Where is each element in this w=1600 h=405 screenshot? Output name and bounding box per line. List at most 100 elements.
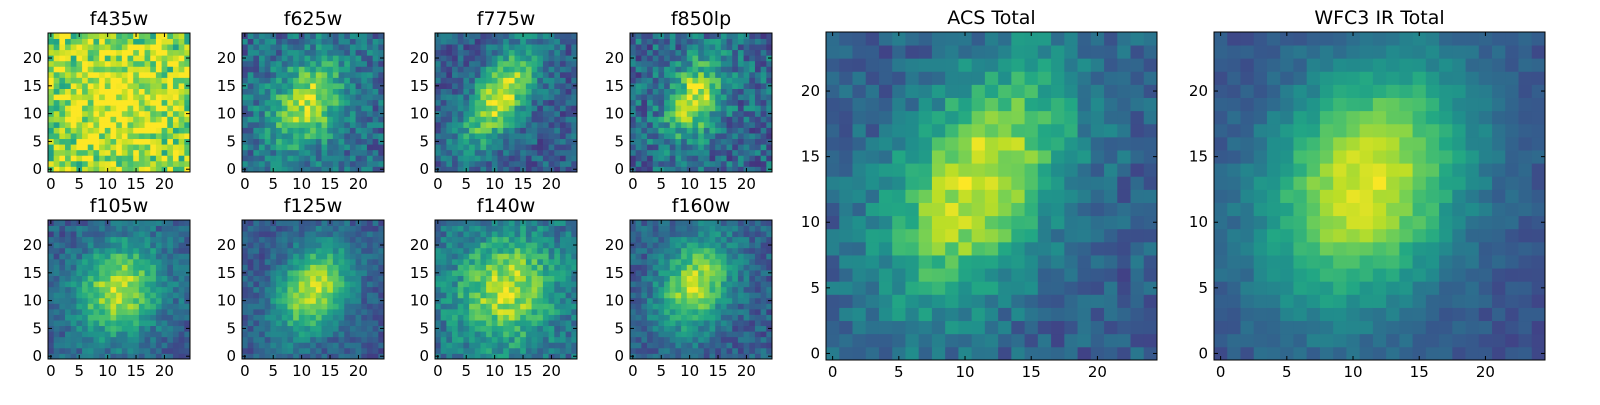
heatmap-cell	[356, 326, 362, 332]
heatmap-cell	[503, 264, 509, 270]
heatmap-cell	[749, 315, 755, 321]
heatmap-cell	[327, 89, 333, 95]
heatmap-cell	[122, 144, 128, 150]
heatmap-cell	[503, 298, 509, 304]
heatmap-cell	[664, 128, 670, 134]
heatmap-cell	[259, 94, 265, 100]
heatmap-cell	[755, 309, 761, 315]
heatmap-cell	[128, 315, 134, 321]
heatmap-cell	[755, 320, 761, 326]
heatmap-cell	[664, 133, 670, 139]
heatmap-cell	[373, 44, 379, 50]
heatmap-cell	[675, 342, 681, 348]
heatmap-cell	[304, 44, 310, 50]
heatmap-cell	[339, 44, 345, 50]
heatmap-cell	[304, 89, 310, 95]
heatmap-cell	[630, 287, 636, 293]
heatmap-cell	[293, 292, 299, 298]
heatmap-cell	[704, 270, 710, 276]
heatmap-cell	[253, 155, 259, 161]
heatmap-cell	[441, 298, 447, 304]
heatmap-cell	[566, 248, 572, 254]
heatmap-cell	[704, 287, 710, 293]
heatmap-cell	[704, 33, 710, 39]
heatmap-cell	[549, 61, 555, 67]
heatmap-cell	[566, 242, 572, 248]
heatmap-cell	[469, 44, 475, 50]
heatmap-cell	[356, 342, 362, 348]
heatmap-cell	[509, 231, 515, 237]
x-tick-label: 15	[513, 362, 532, 380]
heatmap-cell	[344, 331, 350, 337]
heatmap-cell	[184, 259, 190, 265]
heatmap-cell	[65, 298, 71, 304]
heatmap-cell	[435, 155, 441, 161]
heatmap-cell	[253, 116, 259, 122]
heatmap-cell	[378, 116, 384, 122]
heatmap-cell	[566, 298, 572, 304]
heatmap-cell	[458, 111, 464, 117]
heatmap-cell	[350, 66, 356, 72]
heatmap-cell	[82, 105, 88, 111]
heatmap-cell	[486, 348, 492, 354]
heatmap-cell	[116, 331, 122, 337]
heatmap-cell	[560, 231, 566, 237]
heatmap-cell	[310, 298, 316, 304]
heatmap-cell	[721, 111, 727, 117]
heatmap-cell	[630, 309, 636, 315]
heatmap-cell	[698, 139, 704, 145]
heatmap-cell	[71, 116, 77, 122]
heatmap-cell	[150, 287, 156, 293]
heatmap-cell	[492, 77, 498, 83]
heatmap-cell	[299, 315, 305, 321]
heatmap-cell	[350, 264, 356, 270]
heatmap-cell	[653, 39, 659, 45]
heatmap-cell	[282, 122, 288, 128]
heatmap-cell	[350, 253, 356, 259]
heatmap-cell	[378, 144, 384, 150]
heatmap-cell	[110, 326, 116, 332]
heatmap-cell	[93, 248, 99, 254]
heatmap-cell	[458, 116, 464, 122]
heatmap-cell	[259, 226, 265, 232]
heatmap-cell	[497, 331, 503, 337]
heatmap-cell	[373, 270, 379, 276]
heatmap-cell	[560, 139, 566, 145]
heatmap-cell	[571, 342, 577, 348]
heatmap-cell	[486, 139, 492, 145]
heatmap-cell	[526, 226, 532, 232]
heatmap-cell	[532, 44, 538, 50]
heatmap-cell	[653, 77, 659, 83]
heatmap-cell	[715, 348, 721, 354]
heatmap-cell	[299, 77, 305, 83]
heatmap-cell	[162, 303, 168, 309]
heatmap-cell	[692, 337, 698, 343]
heatmap-cell	[105, 161, 111, 167]
heatmap-cell	[503, 44, 509, 50]
heatmap-cell	[361, 342, 367, 348]
heatmap-cell	[710, 139, 716, 145]
heatmap-cell	[543, 331, 549, 337]
heatmap-cell	[82, 281, 88, 287]
heatmap-cell	[515, 281, 521, 287]
heatmap-cell	[339, 264, 345, 270]
heatmap-cell	[373, 320, 379, 326]
heatmap-cell	[554, 281, 560, 287]
heatmap-cell	[463, 264, 469, 270]
heatmap-cell	[287, 66, 293, 72]
heatmap-cell	[549, 276, 555, 282]
heatmap-cell	[287, 220, 293, 226]
heatmap-cell	[59, 281, 65, 287]
heatmap-cell	[65, 253, 71, 259]
heatmap-cell	[503, 242, 509, 248]
heatmap-cell	[698, 50, 704, 56]
heatmap-cell	[304, 253, 310, 259]
heatmap-cell	[441, 61, 447, 67]
heatmap-cell	[248, 276, 254, 282]
heatmap-cell	[48, 264, 54, 270]
heatmap-cell	[744, 122, 750, 128]
heatmap-cell	[755, 144, 761, 150]
heatmap-cell	[492, 231, 498, 237]
heatmap-cell	[497, 66, 503, 72]
